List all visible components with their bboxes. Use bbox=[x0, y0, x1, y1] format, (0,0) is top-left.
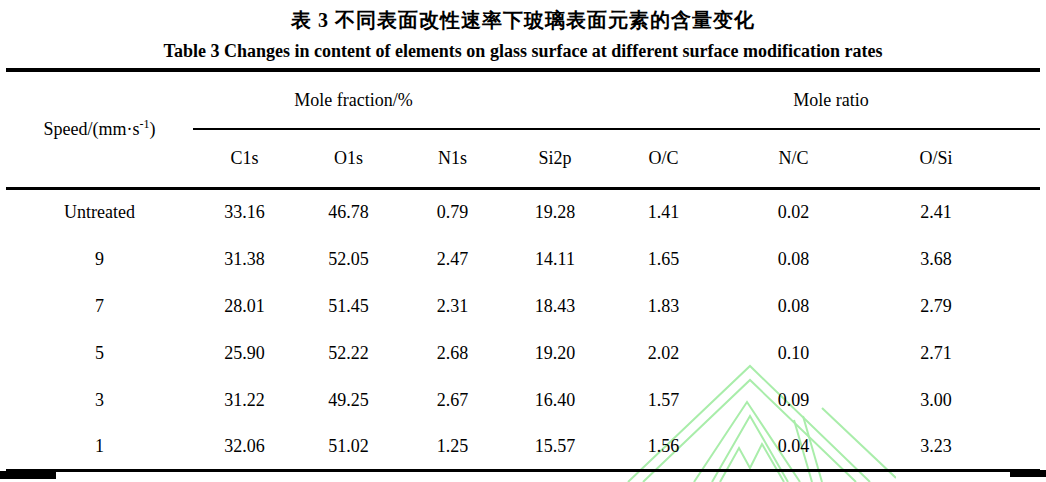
row-speed: 9 bbox=[6, 236, 193, 283]
row-value: 2.79 bbox=[866, 283, 1040, 330]
table-body: Untreated 33.16 46.78 0.79 19.28 1.41 0.… bbox=[6, 189, 1040, 471]
row-value: 2.41 bbox=[866, 189, 1040, 236]
table-row: 5 25.90 52.22 2.68 19.20 2.02 0.10 2.71 bbox=[6, 330, 1040, 377]
row-value: 3.68 bbox=[866, 236, 1040, 283]
row-value: 14.11 bbox=[504, 236, 606, 283]
column-header-si2p: Si2p bbox=[504, 129, 606, 189]
table-row: 9 31.38 52.05 2.47 14.11 1.65 0.08 3.68 bbox=[6, 236, 1040, 283]
group-header-row: Speed/(mm·s-1) Mole fraction/% Mole rati… bbox=[6, 70, 1040, 129]
speed-unit-exponent: -1 bbox=[140, 117, 150, 131]
group-header-mole-fraction: Mole fraction/% bbox=[193, 70, 606, 129]
table-caption-chinese: 表 3 不同表面改性速率下玻璃表面元素的含量变化 bbox=[0, 7, 1046, 34]
row-value: 31.22 bbox=[193, 377, 296, 424]
row-value: 32.06 bbox=[193, 424, 296, 471]
row-value: 1.25 bbox=[401, 424, 504, 471]
column-header-n1s: N1s bbox=[401, 129, 504, 189]
table-caption-english: Table 3 Changes in content of elements o… bbox=[0, 41, 1046, 62]
row-value: 0.02 bbox=[721, 189, 866, 236]
column-header-osi: O/Si bbox=[866, 129, 1040, 189]
table-row: Untreated 33.16 46.78 0.79 19.28 1.41 0.… bbox=[6, 189, 1040, 236]
table-header: Speed/(mm·s-1) Mole fraction/% Mole rati… bbox=[6, 70, 1040, 189]
row-speed: 5 bbox=[6, 330, 193, 377]
row-value: 25.90 bbox=[193, 330, 296, 377]
elements-content-table: Speed/(mm·s-1) Mole fraction/% Mole rati… bbox=[6, 68, 1040, 472]
column-header-speed: Speed/(mm·s-1) bbox=[6, 70, 193, 189]
row-value: 16.40 bbox=[504, 377, 606, 424]
row-value: 19.28 bbox=[504, 189, 606, 236]
group-header-mole-ratio: Mole ratio bbox=[606, 70, 1040, 129]
row-value: 0.08 bbox=[721, 283, 866, 330]
column-header-nc: N/C bbox=[721, 129, 866, 189]
row-speed: 3 bbox=[6, 377, 193, 424]
row-value: 31.38 bbox=[193, 236, 296, 283]
row-value: 3.23 bbox=[866, 424, 1040, 471]
row-value: 2.67 bbox=[401, 377, 504, 424]
row-value: 52.22 bbox=[296, 330, 401, 377]
row-speed: Untreated bbox=[6, 189, 193, 236]
column-header-oc: O/C bbox=[606, 129, 721, 189]
speed-header-text: Speed/(mm·s-1) bbox=[44, 119, 156, 139]
row-value: 1.41 bbox=[606, 189, 721, 236]
row-value: 2.31 bbox=[401, 283, 504, 330]
table-row: 7 28.01 51.45 2.31 18.43 1.83 0.08 2.79 bbox=[6, 283, 1040, 330]
row-value: 2.71 bbox=[866, 330, 1040, 377]
row-value: 1.83 bbox=[606, 283, 721, 330]
row-value: 2.68 bbox=[401, 330, 504, 377]
row-value: 51.02 bbox=[296, 424, 401, 471]
row-value: 28.01 bbox=[193, 283, 296, 330]
row-speed: 1 bbox=[6, 424, 193, 471]
row-value: 3.00 bbox=[866, 377, 1040, 424]
row-value: 1.56 bbox=[606, 424, 721, 471]
row-value: 15.57 bbox=[504, 424, 606, 471]
row-value: 2.02 bbox=[606, 330, 721, 377]
row-value: 46.78 bbox=[296, 189, 401, 236]
row-value: 19.20 bbox=[504, 330, 606, 377]
row-value: 1.57 bbox=[606, 377, 721, 424]
row-value: 0.09 bbox=[721, 377, 866, 424]
row-value: 18.43 bbox=[504, 283, 606, 330]
row-value: 1.65 bbox=[606, 236, 721, 283]
table-row: 3 31.22 49.25 2.67 16.40 1.57 0.09 3.00 bbox=[6, 377, 1040, 424]
row-speed: 7 bbox=[6, 283, 193, 330]
bottom-rule-left-cap bbox=[0, 471, 56, 479]
column-header-c1s: C1s bbox=[193, 129, 296, 189]
row-value: 0.10 bbox=[721, 330, 866, 377]
row-value: 2.47 bbox=[401, 236, 504, 283]
row-value: 51.45 bbox=[296, 283, 401, 330]
row-value: 0.79 bbox=[401, 189, 504, 236]
row-value: 33.16 bbox=[193, 189, 296, 236]
table-row: 1 32.06 51.02 1.25 15.57 1.56 0.04 3.23 bbox=[6, 424, 1040, 471]
row-value: 49.25 bbox=[296, 377, 401, 424]
row-value: 0.04 bbox=[721, 424, 866, 471]
column-header-o1s: O1s bbox=[296, 129, 401, 189]
bottom-rule-right-cap bbox=[1010, 470, 1046, 477]
row-value: 52.05 bbox=[296, 236, 401, 283]
row-value: 0.08 bbox=[721, 236, 866, 283]
